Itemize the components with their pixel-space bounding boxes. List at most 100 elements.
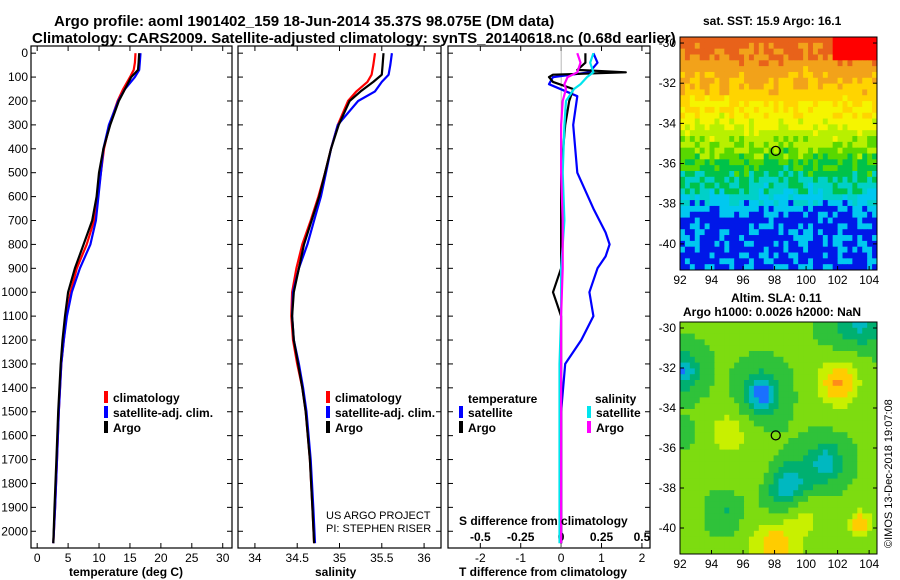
map-cell [832,66,838,73]
map-cell [719,397,725,404]
map-cell [867,66,873,73]
map-cell [699,478,706,485]
map-cell [803,223,809,230]
map-cell [822,194,829,201]
map-cell [763,37,770,44]
map-cell [812,374,819,381]
map-cell [837,200,843,207]
map-cell [862,42,868,50]
map-cell [852,339,858,346]
map-cell [694,362,701,369]
map-cell [689,176,696,184]
map-cell [852,420,858,427]
map-cell [803,507,809,514]
map-x-tick-label: 94 [705,557,719,571]
map-cell [847,118,853,125]
map-cell [753,385,760,392]
map-cell [739,362,745,369]
map-cell [822,217,829,224]
map-cell [872,71,878,79]
map-cell [827,211,834,218]
map-cell [763,507,770,514]
map-cell [773,368,779,375]
map-cell [694,542,701,549]
map-cell [744,54,750,61]
map-cell [862,443,868,450]
map-cell [768,530,774,537]
map-cell [758,188,765,195]
map-cell [739,443,745,450]
map-cell [680,153,686,160]
map-cell [862,264,868,271]
map-cell [763,170,770,178]
map-cell [689,200,696,207]
map-cell [832,403,838,410]
map-cell [812,467,819,474]
map-cell [832,246,838,253]
legend-title-temperature: temperature [468,392,538,406]
map-cell [788,438,794,445]
map-cell [817,339,824,346]
map-cell [798,211,804,218]
map-cell [689,252,696,259]
map-cell [729,385,735,392]
map-cell [822,130,829,137]
map-cell [847,54,853,61]
map-cell [763,513,770,520]
map-cell [744,246,750,253]
map-cell [680,333,686,340]
map-cell [724,403,730,410]
map-cell [768,490,774,497]
map-cell [862,188,868,195]
map-cell [734,461,740,468]
map-cell [862,409,868,416]
map-cell [724,252,730,259]
plot-frame [30,45,233,549]
map-cell [832,513,838,520]
map-cell [763,60,770,67]
map-cell [822,536,829,543]
map-cell [709,89,715,96]
map-cell [832,95,838,102]
map-cell [788,165,794,172]
map-cell [704,229,710,236]
map-cell [812,548,819,555]
map-cell [753,200,760,207]
map-cell [827,519,834,526]
map-cell [724,420,730,427]
map-cell [778,536,784,543]
map-cell [788,397,794,404]
map-cell [680,194,686,201]
map-cell [803,461,809,468]
map-cell [842,461,848,468]
map-cell [857,374,863,381]
map-cell [837,461,843,468]
map-cell [744,513,750,520]
map-cell [763,339,770,346]
map-cell [812,217,819,224]
map-cell [719,106,725,114]
map-cell [714,409,720,416]
map-cell [827,478,834,485]
map-cell [680,519,686,526]
map-cell [704,409,710,416]
map-cell [709,235,715,242]
map-cell [704,89,710,96]
map-cell [724,461,730,468]
map-cell [832,420,838,427]
map-cell [699,438,706,445]
map-cell [704,42,710,50]
map-cell [689,455,696,462]
map-cell [719,426,725,433]
map-cell [793,48,799,55]
map-cell [857,147,863,154]
map-cell [827,217,834,224]
map-cell [729,159,735,166]
map-cell [827,188,834,195]
map-cell [684,432,691,439]
map-cell [739,176,745,184]
map-cell [827,258,834,265]
map-cell [758,519,765,526]
map-cell [739,530,745,537]
map-cell [704,548,710,555]
